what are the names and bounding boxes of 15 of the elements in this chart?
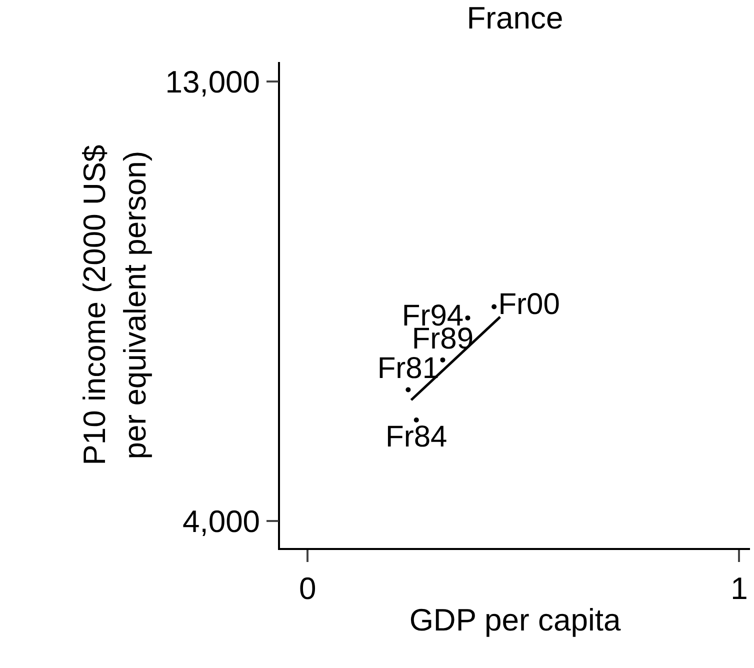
point (465, 315, 470, 320)
point (440, 357, 446, 362)
point (492, 304, 497, 310)
x-tick-label: 1 (730, 570, 748, 606)
point (406, 387, 411, 392)
point (414, 418, 419, 423)
data-label: Fr81 (377, 352, 440, 386)
data-label: Fr84 (386, 420, 448, 454)
x-axis-title: GDP per capita (409, 602, 622, 638)
y-tick-label: 4,000 (182, 504, 260, 539)
y-tick-label: 13,000 (165, 64, 260, 100)
chart-title: France (466, 0, 564, 36)
data-label: Fr00 (498, 288, 560, 322)
y-axis-title: P10 income (2000 US$ per equivalent person) (77, 144, 152, 466)
x-tick-label: 0 (298, 570, 316, 606)
